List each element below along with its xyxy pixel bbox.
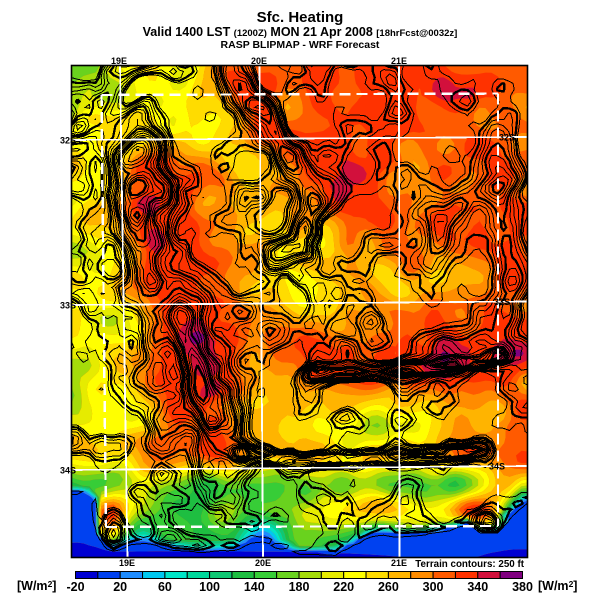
- svg-text:380: 380: [512, 580, 533, 594]
- svg-text:[W/m2]: [W/m2]: [17, 579, 56, 593]
- svg-text:34S: 34S: [60, 466, 76, 476]
- svg-text:33S: 33S: [494, 297, 510, 307]
- svg-text:[W/m2]: [W/m2]: [538, 579, 577, 593]
- svg-text:300: 300: [423, 580, 444, 594]
- svg-text:21E: 21E: [391, 558, 407, 568]
- svg-text:33S: 33S: [60, 301, 76, 311]
- svg-text:20E: 20E: [251, 56, 267, 66]
- svg-text:60: 60: [158, 580, 172, 594]
- svg-text:19E: 19E: [119, 558, 135, 568]
- svg-text:180: 180: [289, 580, 310, 594]
- svg-text:220: 220: [333, 580, 354, 594]
- svg-text:Terrain contours: 250 ft: Terrain contours: 250 ft: [415, 559, 524, 570]
- svg-text:260: 260: [378, 580, 399, 594]
- svg-text:32S: 32S: [60, 136, 76, 146]
- svg-text:34S: 34S: [489, 462, 505, 472]
- svg-text:-20: -20: [66, 580, 84, 594]
- svg-text:100: 100: [199, 580, 220, 594]
- svg-text:19E: 19E: [111, 56, 127, 66]
- svg-text:20: 20: [113, 580, 127, 594]
- svg-text:340: 340: [467, 580, 488, 594]
- svg-text:20E: 20E: [255, 558, 271, 568]
- svg-text:32S: 32S: [499, 133, 515, 143]
- svg-text:21E: 21E: [391, 56, 407, 66]
- svg-text:140: 140: [244, 580, 265, 594]
